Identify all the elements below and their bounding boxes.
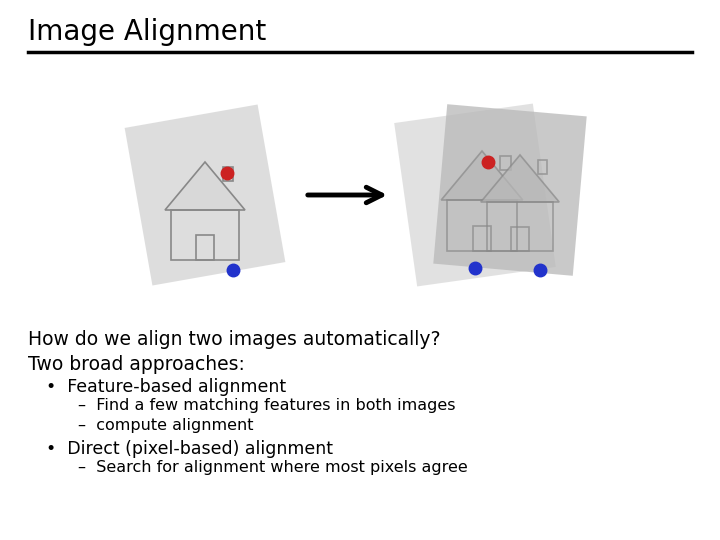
Bar (223, 167, 233, 181)
Text: •  Feature-based alignment: • Feature-based alignment (46, 378, 286, 396)
Polygon shape (433, 104, 587, 276)
Text: Image Alignment: Image Alignment (28, 18, 266, 46)
Bar (171, 210, 239, 260)
Text: –  Search for alignment where most pixels agree: – Search for alignment where most pixels… (78, 460, 468, 475)
Bar (196, 235, 214, 260)
Polygon shape (165, 162, 245, 210)
Bar (538, 160, 547, 173)
Polygon shape (481, 155, 559, 202)
Polygon shape (441, 151, 523, 200)
Text: Two broad approaches:: Two broad approaches: (28, 355, 245, 374)
Bar (511, 226, 528, 251)
Text: –  compute alignment: – compute alignment (78, 418, 253, 433)
Polygon shape (125, 105, 285, 286)
Text: How do we align two images automatically?: How do we align two images automatically… (28, 330, 441, 349)
Bar (487, 202, 554, 251)
Text: •  Direct (pixel-based) alignment: • Direct (pixel-based) alignment (46, 440, 333, 458)
Bar (500, 156, 510, 171)
Bar (473, 226, 491, 251)
Bar (447, 200, 517, 251)
Polygon shape (394, 104, 556, 286)
Text: –  Find a few matching features in both images: – Find a few matching features in both i… (78, 398, 456, 413)
